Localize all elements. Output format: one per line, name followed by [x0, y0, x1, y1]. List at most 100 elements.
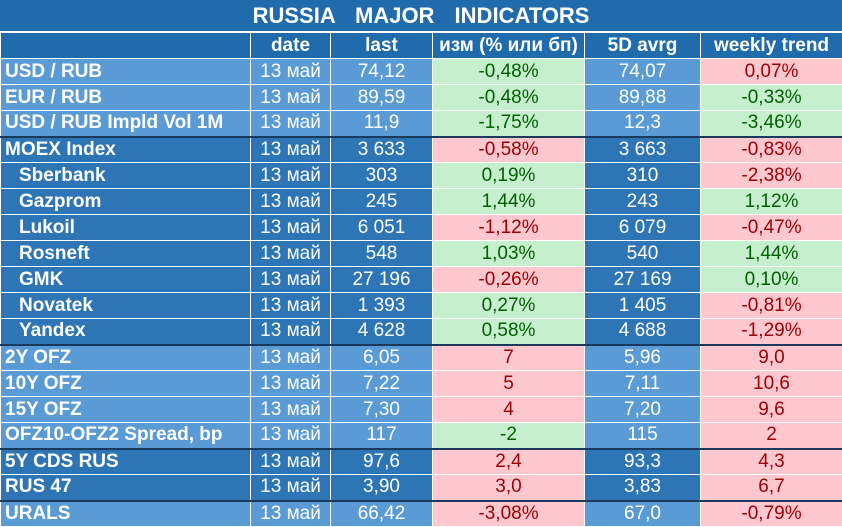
- row-name: Yandex: [1, 319, 251, 345]
- row-name: USD / RUB: [1, 59, 251, 85]
- row-5d-average: 67,0: [585, 501, 701, 527]
- row-5d-average: 4 688: [585, 319, 701, 345]
- row-weekly-trend: -0,47%: [701, 215, 842, 241]
- column-header-date: date: [251, 33, 331, 59]
- row-name: MOEX Index: [1, 137, 251, 163]
- row-date: 13 май: [251, 163, 331, 189]
- row-5d-average: 540: [585, 241, 701, 267]
- row-5d-average: 115: [585, 423, 701, 449]
- column-header-change: изм (% или бп): [433, 33, 585, 59]
- indicators-table: date last изм (% или бп) 5D avrg weekly …: [0, 32, 842, 527]
- row-date: 13 май: [251, 111, 331, 137]
- row-change: 0,27%: [433, 293, 585, 319]
- row-weekly-trend: -0,81%: [701, 293, 842, 319]
- row-change: -1,12%: [433, 215, 585, 241]
- row-name: USD / RUB Impld Vol 1M: [1, 111, 251, 137]
- row-last: 97,6: [331, 449, 433, 475]
- row-5d-average: 12,3: [585, 111, 701, 137]
- row-weekly-trend: 4,3: [701, 449, 842, 475]
- row-date: 13 май: [251, 449, 331, 475]
- row-date: 13 май: [251, 85, 331, 111]
- row-weekly-trend: -0,83%: [701, 137, 842, 163]
- row-weekly-trend: 1,12%: [701, 189, 842, 215]
- row-last: 1 393: [331, 293, 433, 319]
- row-5d-average: 3 663: [585, 137, 701, 163]
- row-name: Gazprom: [1, 189, 251, 215]
- row-change: 3,0: [433, 475, 585, 501]
- row-last: 27 196: [331, 267, 433, 293]
- row-date: 13 май: [251, 241, 331, 267]
- row-5d-average: 27 169: [585, 267, 701, 293]
- row-name: Lukoil: [1, 215, 251, 241]
- row-weekly-trend: -2,38%: [701, 163, 842, 189]
- row-name: Sberbank: [1, 163, 251, 189]
- row-name: EUR / RUB: [1, 85, 251, 111]
- row-last: 117: [331, 423, 433, 449]
- page-title: RUSSIA MAJOR INDICATORS: [0, 0, 842, 32]
- row-date: 13 май: [251, 475, 331, 501]
- row-5d-average: 7,20: [585, 397, 701, 423]
- row-date: 13 май: [251, 371, 331, 397]
- row-date: 13 май: [251, 137, 331, 163]
- row-change: 1,44%: [433, 189, 585, 215]
- row-5d-average: 6 079: [585, 215, 701, 241]
- row-weekly-trend: 1,44%: [701, 241, 842, 267]
- row-name: Rosneft: [1, 241, 251, 267]
- header-row: date last изм (% или бп) 5D avrg weekly …: [1, 33, 842, 59]
- row-last: 74,12: [331, 59, 433, 85]
- row-change: 0,58%: [433, 319, 585, 345]
- row-5d-average: 3,83: [585, 475, 701, 501]
- row-last: 245: [331, 189, 433, 215]
- row-date: 13 май: [251, 189, 331, 215]
- row-last: 4 628: [331, 319, 433, 345]
- row-date: 13 май: [251, 397, 331, 423]
- row-name: RUS 47: [1, 475, 251, 501]
- row-weekly-trend: 9,6: [701, 397, 842, 423]
- row-last: 7,30: [331, 397, 433, 423]
- row-name: 2Y OFZ: [1, 345, 251, 371]
- row-weekly-trend: 9,0: [701, 345, 842, 371]
- row-last: 303: [331, 163, 433, 189]
- row-name: OFZ10-OFZ2 Spread, bp: [1, 423, 251, 449]
- row-last: 66,42: [331, 501, 433, 527]
- row-last: 3,90: [331, 475, 433, 501]
- row-date: 13 май: [251, 267, 331, 293]
- row-weekly-trend: 0,07%: [701, 59, 842, 85]
- row-date: 13 май: [251, 215, 331, 241]
- row-5d-average: 74,07: [585, 59, 701, 85]
- row-change: -0,48%: [433, 85, 585, 111]
- row-change: -0,58%: [433, 137, 585, 163]
- row-weekly-trend: -3,46%: [701, 111, 842, 137]
- row-last: 11,9: [331, 111, 433, 137]
- row-change: -0,48%: [433, 59, 585, 85]
- row-change: -0,26%: [433, 267, 585, 293]
- row-5d-average: 310: [585, 163, 701, 189]
- row-change: 4: [433, 397, 585, 423]
- row-last: 6 051: [331, 215, 433, 241]
- row-last: 89,59: [331, 85, 433, 111]
- row-5d-average: 243: [585, 189, 701, 215]
- row-weekly-trend: 6,7: [701, 475, 842, 501]
- row-date: 13 май: [251, 423, 331, 449]
- row-date: 13 май: [251, 501, 331, 527]
- row-last: 3 633: [331, 137, 433, 163]
- row-last: 6,05: [331, 345, 433, 371]
- row-change: -2: [433, 423, 585, 449]
